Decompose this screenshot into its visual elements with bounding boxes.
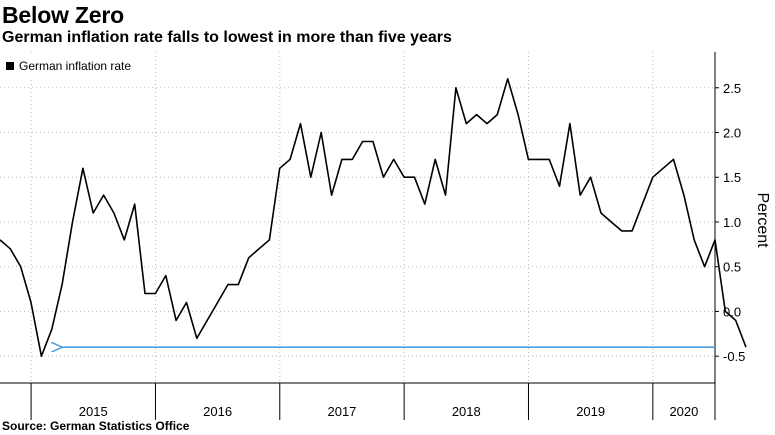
gridlines (0, 52, 715, 383)
legend-label: German inflation rate (19, 59, 131, 73)
x-tick-label: 2015 (79, 404, 108, 419)
series-layer (0, 78, 747, 358)
chart-title: Below Zero (2, 2, 124, 28)
y-tick-label: 1.0 (723, 215, 741, 230)
y-tick-label: 2.5 (723, 81, 741, 96)
legend-swatch (6, 62, 14, 70)
chart-subtitle: German inflation rate falls to lowest in… (2, 29, 452, 46)
y-tick-label: -0.5 (723, 349, 745, 364)
y-tick-label: 0.0 (723, 304, 741, 319)
x-tick-label: 2019 (576, 404, 605, 419)
y-axis-label: Percent (754, 192, 771, 248)
source-note: Source: German Statistics Office (2, 419, 190, 433)
axes: -0.5 0.0 0.5 1.0 1.5 2.0 2.5 2015 2016 2017 2018 20… (0, 52, 745, 420)
y-tick-label: 1.5 (723, 170, 741, 185)
x-tick-label: 2020 (669, 404, 698, 419)
x-tick-label: 2016 (203, 404, 232, 419)
x-tick-label: 2017 (327, 404, 356, 419)
x-tick-label: 2018 (452, 404, 481, 419)
legend-box (1, 56, 137, 77)
legend: German inflation rate (1, 56, 137, 77)
y-tick-label: 2.0 (723, 126, 741, 141)
y-tick-label: 0.5 (723, 260, 741, 275)
series-line-german-inflation (0, 78, 747, 358)
